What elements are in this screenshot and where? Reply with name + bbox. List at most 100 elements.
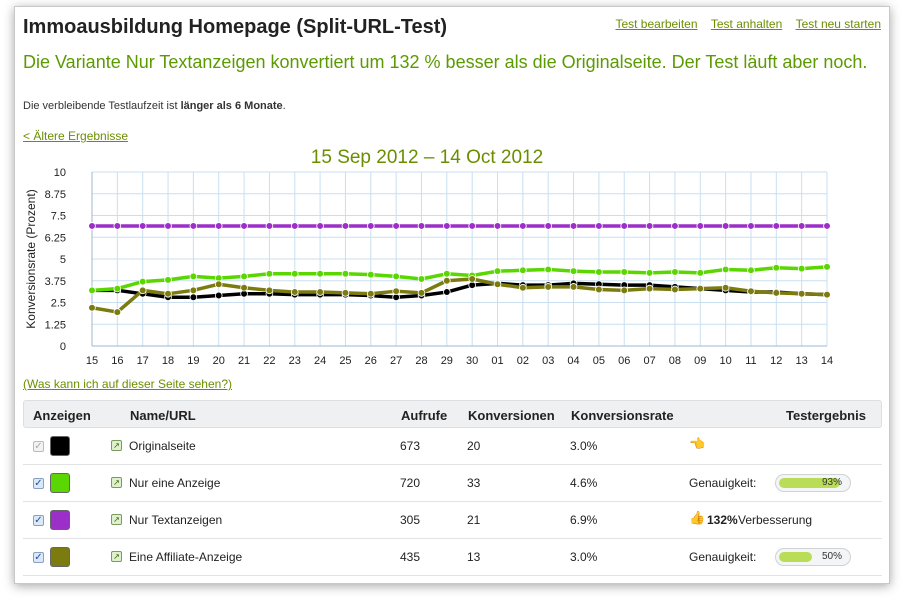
show-variant-checkbox[interactable]: ✓ (33, 515, 44, 526)
x-tick-label: 18 (162, 355, 174, 367)
data-point (696, 284, 705, 293)
show-variant-checkbox[interactable]: ✓ (33, 552, 44, 563)
data-point (88, 222, 96, 230)
data-point (747, 266, 755, 275)
edit-test-link[interactable]: Test bearbeiten (615, 17, 698, 31)
x-tick-label: 22 (263, 355, 275, 367)
data-point (468, 222, 476, 230)
external-link-icon[interactable]: ↗ (111, 514, 122, 525)
rate-value: 3.0% (570, 550, 598, 564)
accuracy-meter: 93% (775, 474, 851, 492)
color-swatch (50, 510, 70, 530)
page-title: Immoausbildung Homepage (Split-URL-Test) (23, 16, 448, 38)
data-point (164, 289, 172, 298)
data-point (569, 267, 578, 275)
data-point (696, 269, 705, 277)
data-point (620, 222, 629, 230)
data-point (721, 283, 730, 292)
x-tick-label: 07 (643, 355, 655, 367)
data-point (214, 291, 223, 300)
data-point (595, 268, 603, 276)
x-tick-label: 23 (289, 355, 301, 367)
x-tick-label: 06 (618, 355, 630, 367)
x-tick-label: 25 (339, 355, 351, 367)
data-point (290, 269, 299, 278)
data-point (240, 283, 248, 292)
col-aufrufe: Aufrufe (401, 408, 448, 423)
y-tick-label: 0 (60, 341, 66, 353)
data-point (595, 222, 603, 230)
konversionen-value: 13 (467, 550, 481, 564)
color-swatch (50, 436, 70, 456)
remaining-prefix: Die verbleibende Testlaufzeit ist (23, 100, 181, 112)
data-point (240, 272, 248, 281)
data-point (443, 222, 451, 230)
remaining-time: Die verbleibende Testlaufzeit ist länger… (23, 100, 286, 112)
data-point (265, 269, 274, 278)
data-point (138, 277, 147, 286)
x-tick-label: 20 (213, 355, 225, 367)
data-point (620, 268, 629, 276)
x-tick-label: 09 (694, 355, 706, 367)
x-tick-label: 21 (238, 355, 250, 367)
x-tick-label: 28 (415, 355, 427, 367)
data-point (341, 289, 350, 297)
data-point (265, 222, 274, 230)
x-tick-label: 17 (137, 355, 149, 367)
aufrufe-value: 673 (400, 439, 421, 453)
help-link[interactable]: (Was kann ich auf dieser Seite sehen?) (23, 377, 232, 391)
x-tick-label: 15 (86, 355, 98, 367)
restart-test-link[interactable]: Test neu starten (795, 17, 881, 31)
data-point (443, 269, 451, 278)
data-point (366, 270, 375, 279)
x-tick-label: 30 (466, 355, 478, 367)
rate-value: 3.0% (570, 439, 598, 453)
data-point (772, 263, 781, 272)
data-point (519, 266, 527, 275)
variant-name: Nur Textanzeigen (129, 513, 223, 527)
top-links: Test bearbeiten Test anhalten Test neu s… (605, 17, 881, 31)
remaining-suffix: . (282, 100, 286, 112)
pause-test-link[interactable]: Test anhalten (710, 17, 783, 31)
data-point (569, 283, 578, 291)
data-point (772, 289, 781, 297)
x-tick-label: 05 (593, 355, 605, 367)
external-link-icon[interactable]: ↗ (111, 440, 122, 451)
x-tick-label: 04 (567, 355, 579, 367)
data-point (265, 286, 274, 295)
data-point (645, 269, 654, 277)
older-results-link[interactable]: < Ältere Ergebnisse (23, 129, 129, 143)
improvement-label: Verbesserung (738, 513, 813, 527)
table-header: Anzeigen Name/URL Aufrufe Konversionen K… (23, 400, 882, 428)
data-point (493, 280, 502, 289)
data-point (671, 285, 679, 294)
data-point (544, 265, 553, 274)
external-link-icon[interactable]: ↗ (111, 477, 122, 488)
konversionen-value: 33 (467, 476, 481, 490)
data-point (443, 276, 451, 285)
show-variant-checkbox[interactable]: ✓ (33, 478, 44, 489)
aufrufe-value: 720 (400, 476, 421, 490)
external-link-icon[interactable]: ↗ (111, 551, 122, 562)
x-tick-label: 14 (821, 355, 833, 367)
x-tick-label: 13 (796, 355, 808, 367)
y-axis-label: Konversionsrate (Prozent) (24, 189, 38, 328)
data-point (189, 286, 198, 295)
data-point (138, 222, 147, 230)
data-point (747, 287, 755, 295)
data-point (519, 222, 527, 230)
series-line-0 (92, 281, 828, 300)
data-point (341, 269, 350, 278)
data-point (113, 284, 122, 293)
remaining-value: länger als 6 Monate (180, 100, 283, 112)
data-point (747, 222, 755, 230)
data-point (671, 268, 679, 276)
data-point (113, 308, 122, 316)
accuracy-label: Genauigkeit: (689, 476, 757, 490)
data-point (316, 222, 324, 230)
col-konversionen: Konversionen (468, 408, 555, 423)
col-anzeigen: Anzeigen (33, 408, 91, 423)
show-variant-checkbox[interactable]: ✓ (33, 441, 44, 452)
x-tick-label: 26 (365, 355, 377, 367)
data-point (189, 293, 198, 302)
